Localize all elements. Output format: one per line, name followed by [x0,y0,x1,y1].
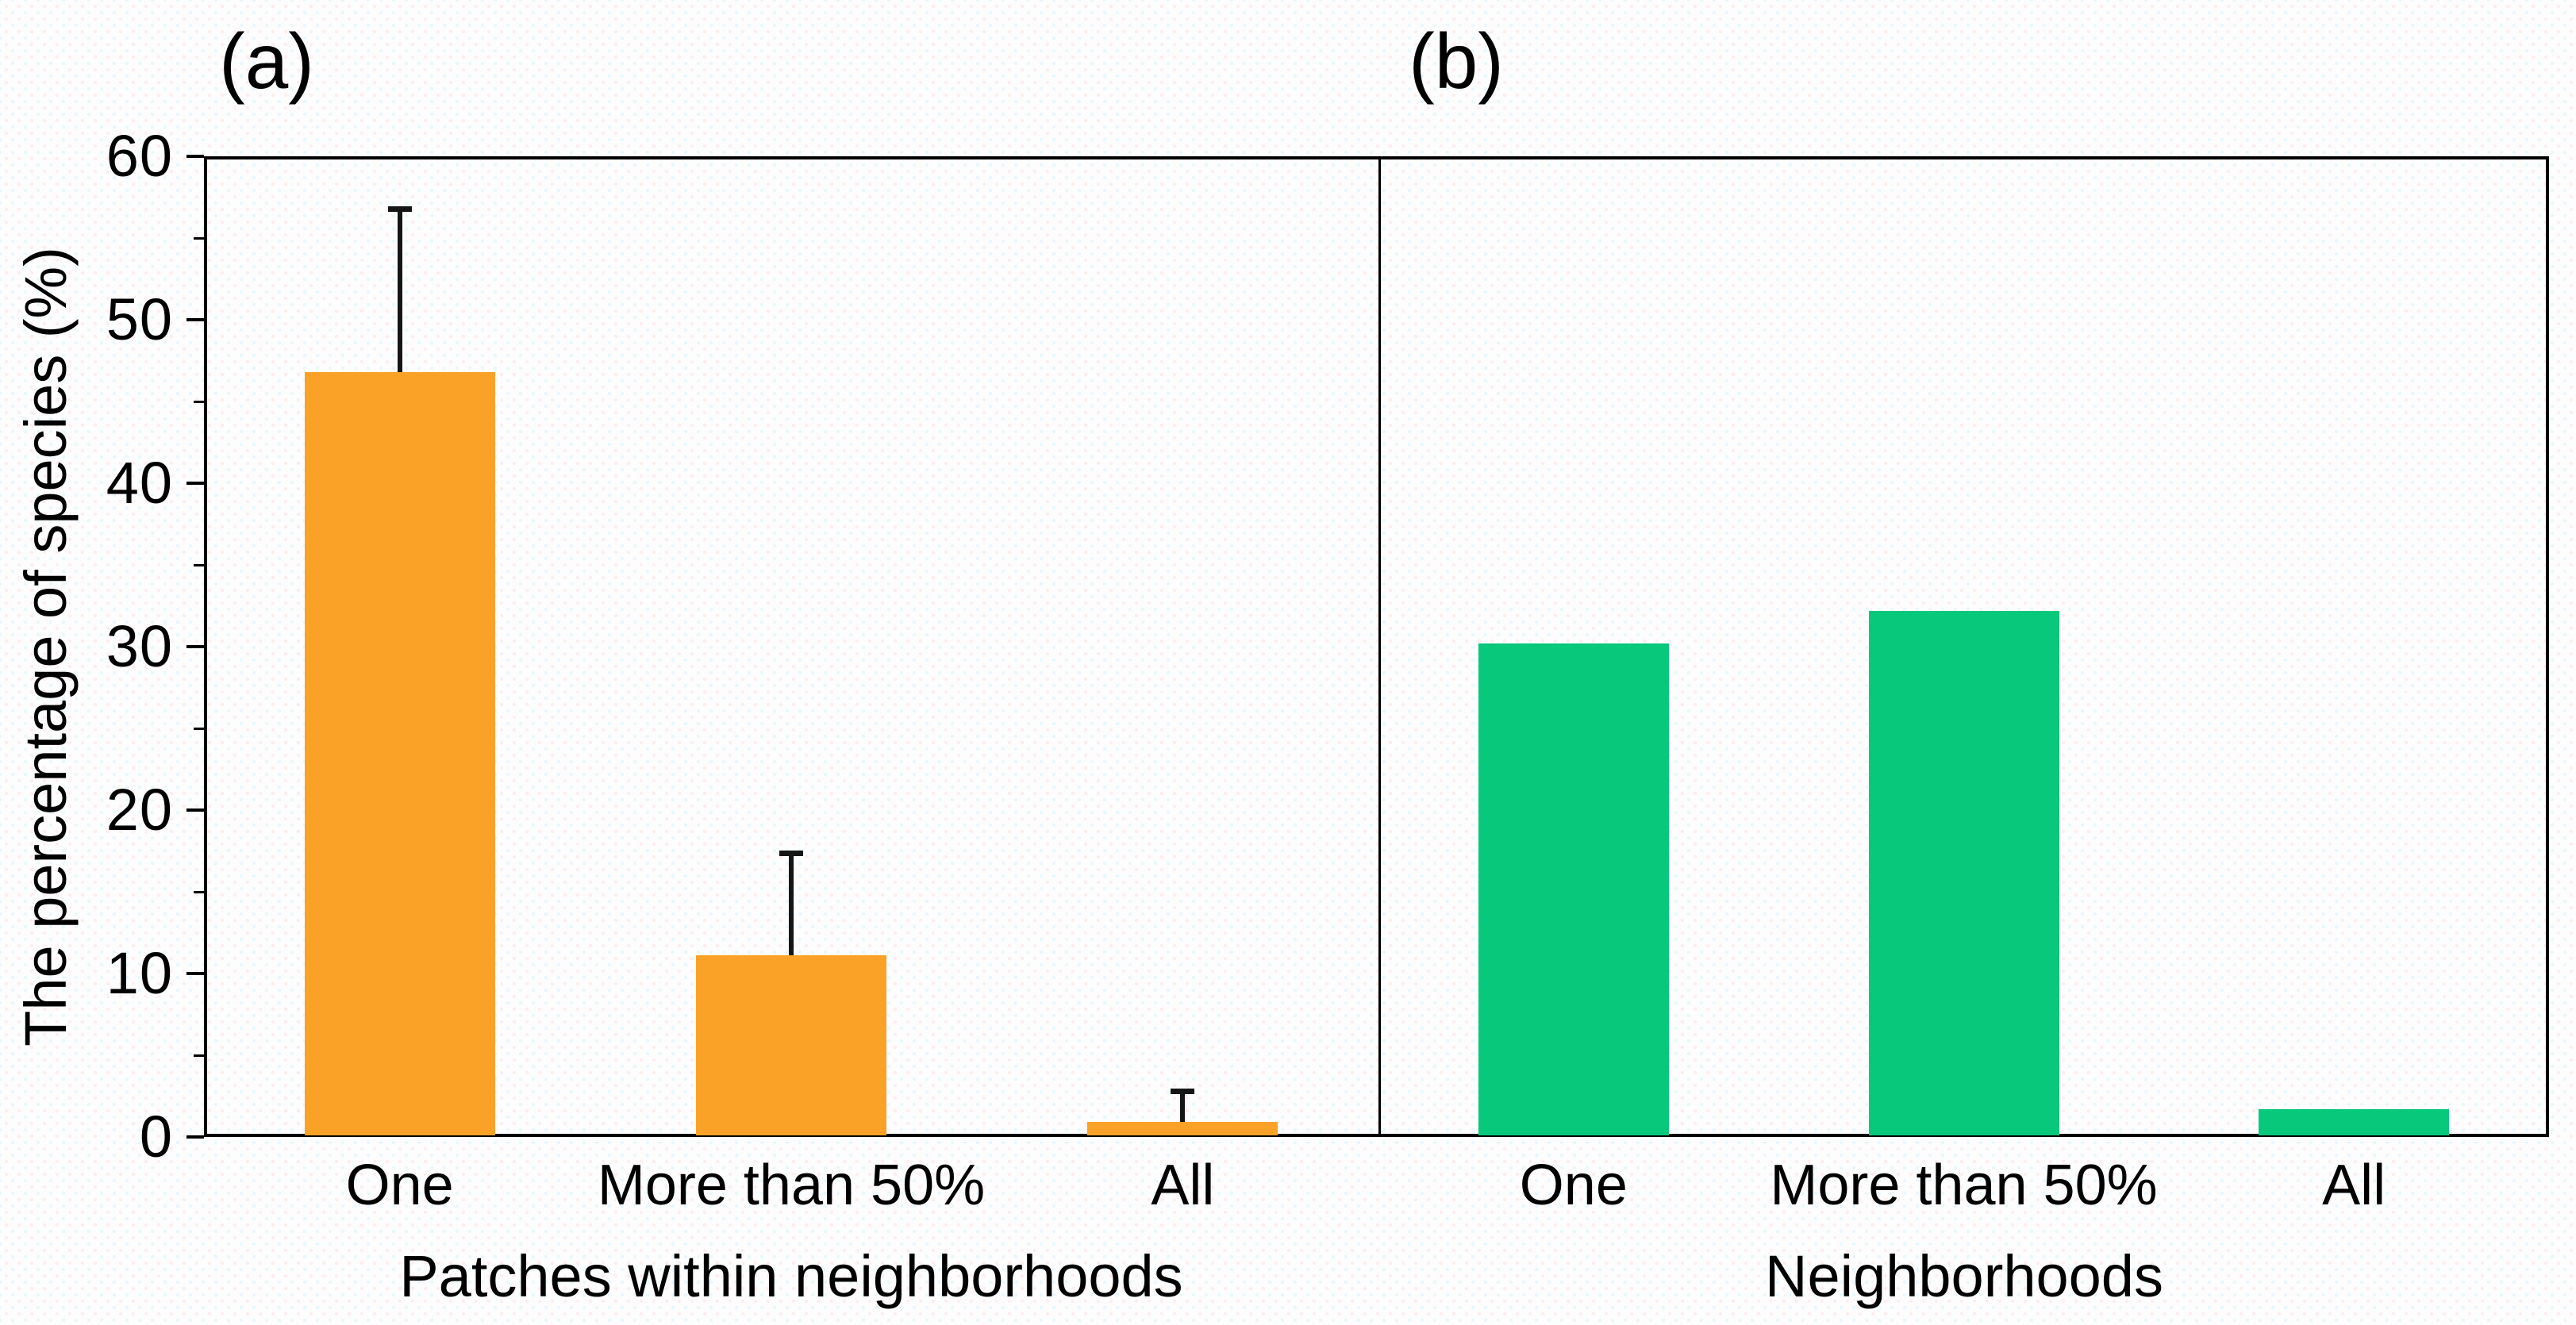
category-label: More than 50% [1770,1154,2158,1217]
bar [2259,1108,2450,1135]
category-label: All [1151,1154,1215,1217]
category-label: One [1519,1154,1628,1217]
panel-divider [1378,156,1381,1137]
y-tick-label: 40 [106,450,173,516]
panel-a-label: (a) [219,17,314,105]
y-major-tick [186,1135,204,1139]
y-tick-label: 0 [139,1104,173,1169]
y-major-tick [186,972,204,975]
y-minor-tick [194,236,204,240]
plot-area [204,156,2549,1137]
x-axis-title-a: Patches within neighborhoods [399,1243,1183,1309]
y-minor-tick [194,400,204,403]
error-bar-cap [779,850,803,856]
y-tick-label: 30 [106,613,173,679]
panel-b-label: (b) [1409,17,1504,105]
y-major-tick [186,808,204,812]
y-major-tick [186,645,204,648]
category-label: All [2322,1154,2386,1217]
error-bar-line [397,209,402,372]
category-label: More than 50% [597,1154,986,1217]
y-tick-label: 20 [106,777,173,843]
bar [304,371,495,1135]
y-tick-label: 50 [106,286,173,352]
bar [696,955,886,1135]
error-bar-cap [1171,1089,1195,1095]
bar [1868,610,2059,1135]
bar [1478,643,1669,1135]
error-bar-line [789,854,794,956]
y-tick-label: 10 [106,940,173,1006]
y-minor-tick [194,727,204,730]
y-tick-label: 60 [106,123,173,189]
category-label: One [345,1154,454,1217]
bar [1087,1122,1278,1135]
y-minor-tick [194,1054,204,1057]
x-axis-title-b: Neighborhoods [1765,1243,2163,1309]
y-major-tick [186,482,204,485]
error-bar-cap [387,205,412,212]
y-minor-tick [194,563,204,566]
y-major-tick [186,155,204,158]
y-minor-tick [194,890,204,893]
y-major-tick [186,318,204,321]
error-bar-line [1180,1093,1186,1123]
